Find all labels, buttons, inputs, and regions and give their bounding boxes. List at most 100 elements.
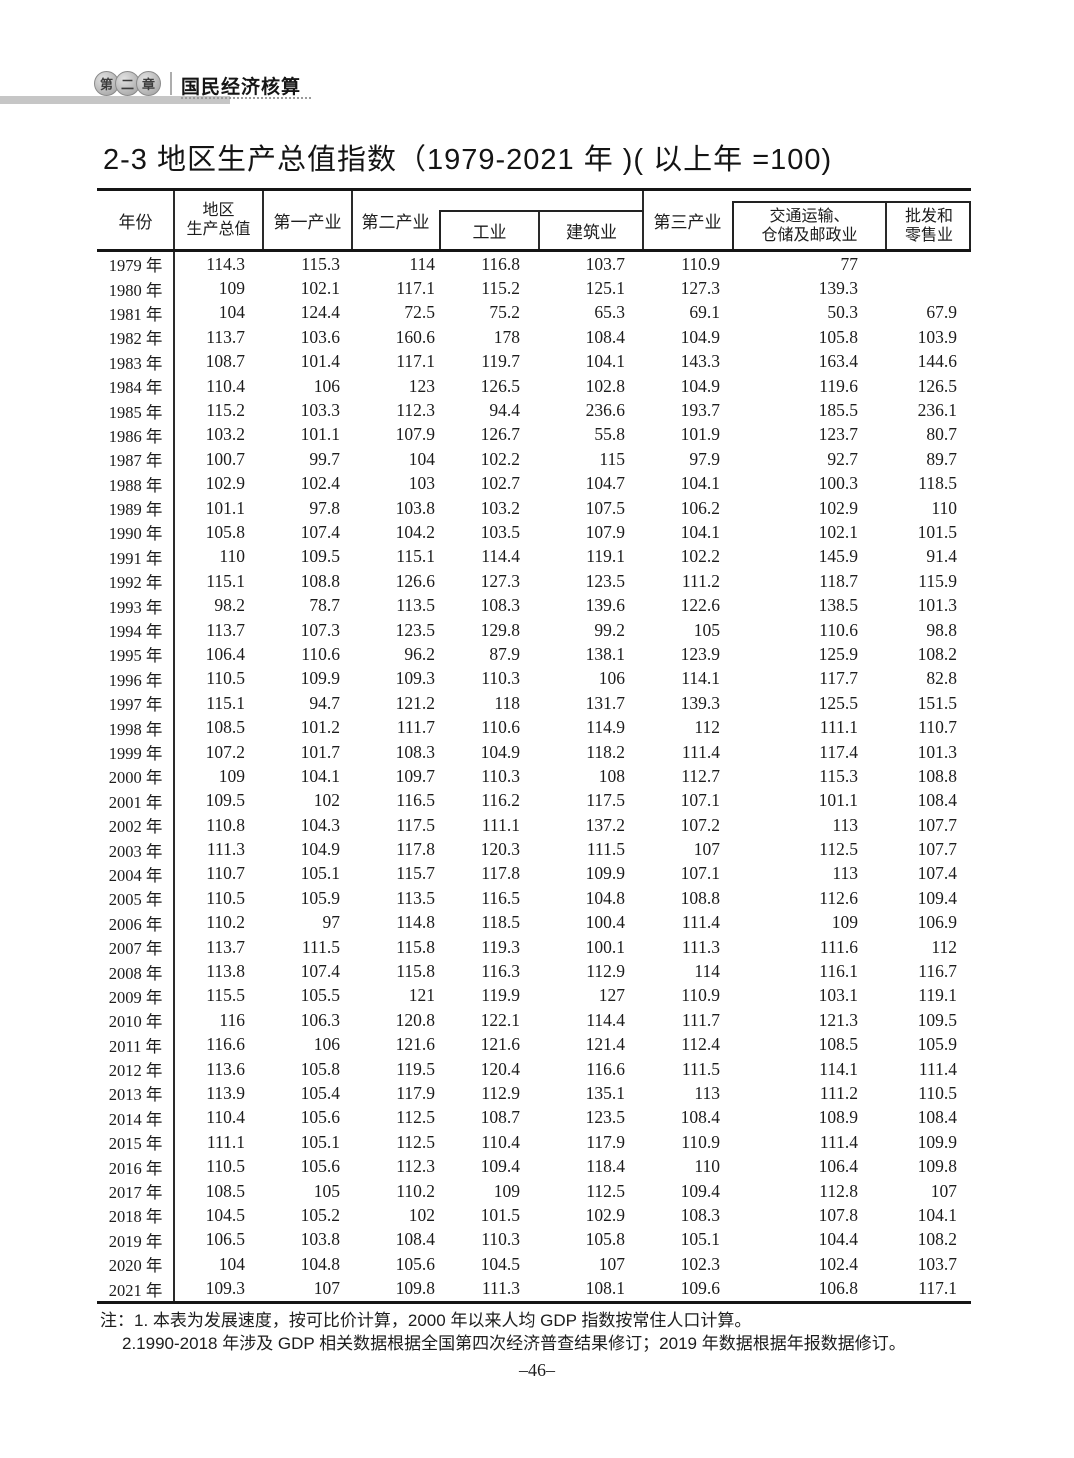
value-cell: 115.8 — [396, 961, 435, 982]
value-cell: 119.3 — [481, 936, 520, 957]
chapter-gray-bar — [0, 96, 230, 104]
value-cell: 115.7 — [396, 863, 435, 884]
value-cell: 115.1 — [206, 692, 245, 713]
value-cell: 101.1 — [205, 497, 245, 518]
value-cell: 102.3 — [680, 1253, 720, 1274]
value-cell: 117.5 — [396, 814, 435, 835]
table-row: 2003 年 111.3 104.9 117.8 120.3 111.5 107 112.5 1… — [97, 837, 971, 861]
column-divider — [538, 212, 540, 249]
value-cell: 119.9 — [481, 985, 520, 1006]
value-cell: 122.6 — [680, 595, 720, 616]
value-cell: 101.2 — [300, 717, 340, 738]
value-cell: 104.2 — [395, 521, 435, 542]
year-cell: 1984 年 — [108, 378, 163, 398]
value-cell: 106.9 — [917, 912, 957, 933]
value-cell: 108.4 — [917, 1107, 957, 1128]
value-cell: 109 — [218, 278, 245, 299]
table-row: 2015 年 111.1 105.1 112.5 110.4 117.9 110.9 111.… — [97, 1130, 971, 1154]
value-cell: 97.8 — [309, 497, 340, 518]
value-cell: 118 — [494, 692, 520, 713]
value-cell: 108.5 — [205, 1180, 245, 1201]
value-cell: 108.4 — [585, 326, 625, 347]
value-cell: 106.4 — [818, 1156, 858, 1177]
value-cell: 103.8 — [395, 497, 435, 518]
value-cell: 65.3 — [594, 302, 625, 323]
note-line-1: 注：1. 本表为发展速度，按可比价计算，2000 年以来人均 GDP 指数按常住… — [100, 1311, 752, 1330]
value-cell: 105 — [693, 619, 720, 640]
value-cell: 129.8 — [480, 619, 520, 640]
value-cell: 123.7 — [818, 424, 858, 445]
value-cell: 104.4 — [818, 1229, 858, 1250]
year-cell: 1994 年 — [108, 622, 163, 642]
value-cell: 107.4 — [300, 961, 340, 982]
value-cell: 101.3 — [917, 595, 957, 616]
value-cell: 105 — [313, 1180, 340, 1201]
value-cell: 112.3 — [396, 1156, 435, 1177]
value-cell: 105.8 — [300, 1058, 340, 1079]
value-cell: 109.5 — [205, 790, 245, 811]
value-cell: 112.4 — [681, 1034, 720, 1055]
table-row: 2012 年 113.6 105.8 119.5 120.4 116.6 111.5 114.… — [97, 1057, 971, 1081]
value-cell: 103 — [408, 473, 435, 494]
value-cell: 115.3 — [819, 765, 858, 786]
value-cell: 107 — [598, 1253, 625, 1274]
value-cell: 104.5 — [480, 1253, 520, 1274]
value-cell: 102.7 — [480, 473, 520, 494]
value-cell: 105.9 — [300, 887, 340, 908]
value-cell: 110.5 — [918, 1082, 957, 1103]
value-cell: 178 — [493, 326, 520, 347]
table-row: 2005 年 110.5 105.9 113.5 116.5 104.8 108.8 112.… — [97, 886, 971, 910]
value-cell: 112.7 — [681, 765, 720, 786]
value-cell: 115.2 — [206, 400, 245, 421]
value-cell: 105.5 — [300, 985, 340, 1006]
value-cell: 108.4 — [395, 1229, 435, 1250]
value-cell: 103.5 — [480, 521, 520, 542]
year-cell: 1988 年 — [108, 475, 163, 495]
value-cell: 120.4 — [480, 1058, 520, 1079]
value-cell: 185.5 — [818, 400, 858, 421]
value-cell: 116.6 — [586, 1058, 625, 1079]
value-cell: 92.7 — [827, 448, 858, 469]
value-cell: 100.1 — [585, 936, 625, 957]
chapter-underline — [181, 97, 311, 99]
year-cell: 1995 年 — [108, 646, 163, 666]
value-cell: 108.8 — [680, 887, 720, 908]
value-cell: 107.9 — [395, 424, 435, 445]
value-cell: 110.6 — [301, 643, 340, 664]
header-gdp: 地区 生产总值 — [174, 191, 263, 249]
value-cell: 91.4 — [926, 546, 957, 567]
value-cell: 97 — [322, 912, 341, 933]
table-row: 1999 年 107.2 101.7 108.3 104.9 118.2 111.4 117.… — [97, 740, 971, 764]
value-cell: 104 — [218, 302, 245, 323]
year-cell: 2016 年 — [108, 1158, 163, 1178]
value-cell: 109.3 — [395, 668, 435, 689]
value-cell: 108.9 — [818, 1107, 858, 1128]
value-cell: 105.8 — [205, 521, 245, 542]
value-cell: 107.2 — [205, 741, 245, 762]
value-cell: 112.6 — [819, 887, 858, 908]
table-row: 1984 年 110.4 106 123 126.5 102.8 104.9 119.6 126… — [97, 374, 971, 398]
value-cell: 103.1 — [818, 985, 858, 1006]
value-cell: 113.7 — [206, 936, 245, 957]
value-cell: 114.4 — [481, 546, 520, 567]
value-cell: 121.2 — [395, 692, 435, 713]
table-row: 2017 年 108.5 105 110.2 109 112.5 109.4 112.8 107 — [97, 1179, 971, 1203]
value-cell: 101.1 — [818, 790, 858, 811]
value-cell: 144.6 — [917, 351, 957, 372]
value-cell: 104.7 — [585, 473, 625, 494]
value-cell: 110.3 — [481, 1229, 520, 1250]
value-cell: 109.8 — [395, 1278, 435, 1299]
value-cell: 131.7 — [585, 692, 625, 713]
chapter-badge: 第 二 章 — [94, 71, 161, 96]
value-cell: 113.5 — [396, 595, 435, 616]
value-cell: 109.8 — [917, 1156, 957, 1177]
table-row: 1992 年 115.1 108.8 126.6 127.3 123.5 111.2 118.… — [97, 569, 971, 593]
value-cell: 94.4 — [489, 400, 520, 421]
table-row: 2007 年 113.7 111.5 115.8 119.3 100.1 111.3 111.… — [97, 935, 971, 959]
value-cell: 109.4 — [480, 1156, 520, 1177]
value-cell: 104 — [408, 448, 435, 469]
value-cell: 102.1 — [818, 521, 858, 542]
value-cell: 105.1 — [680, 1229, 720, 1250]
value-cell: 115.2 — [481, 278, 520, 299]
value-cell: 116.5 — [481, 887, 520, 908]
